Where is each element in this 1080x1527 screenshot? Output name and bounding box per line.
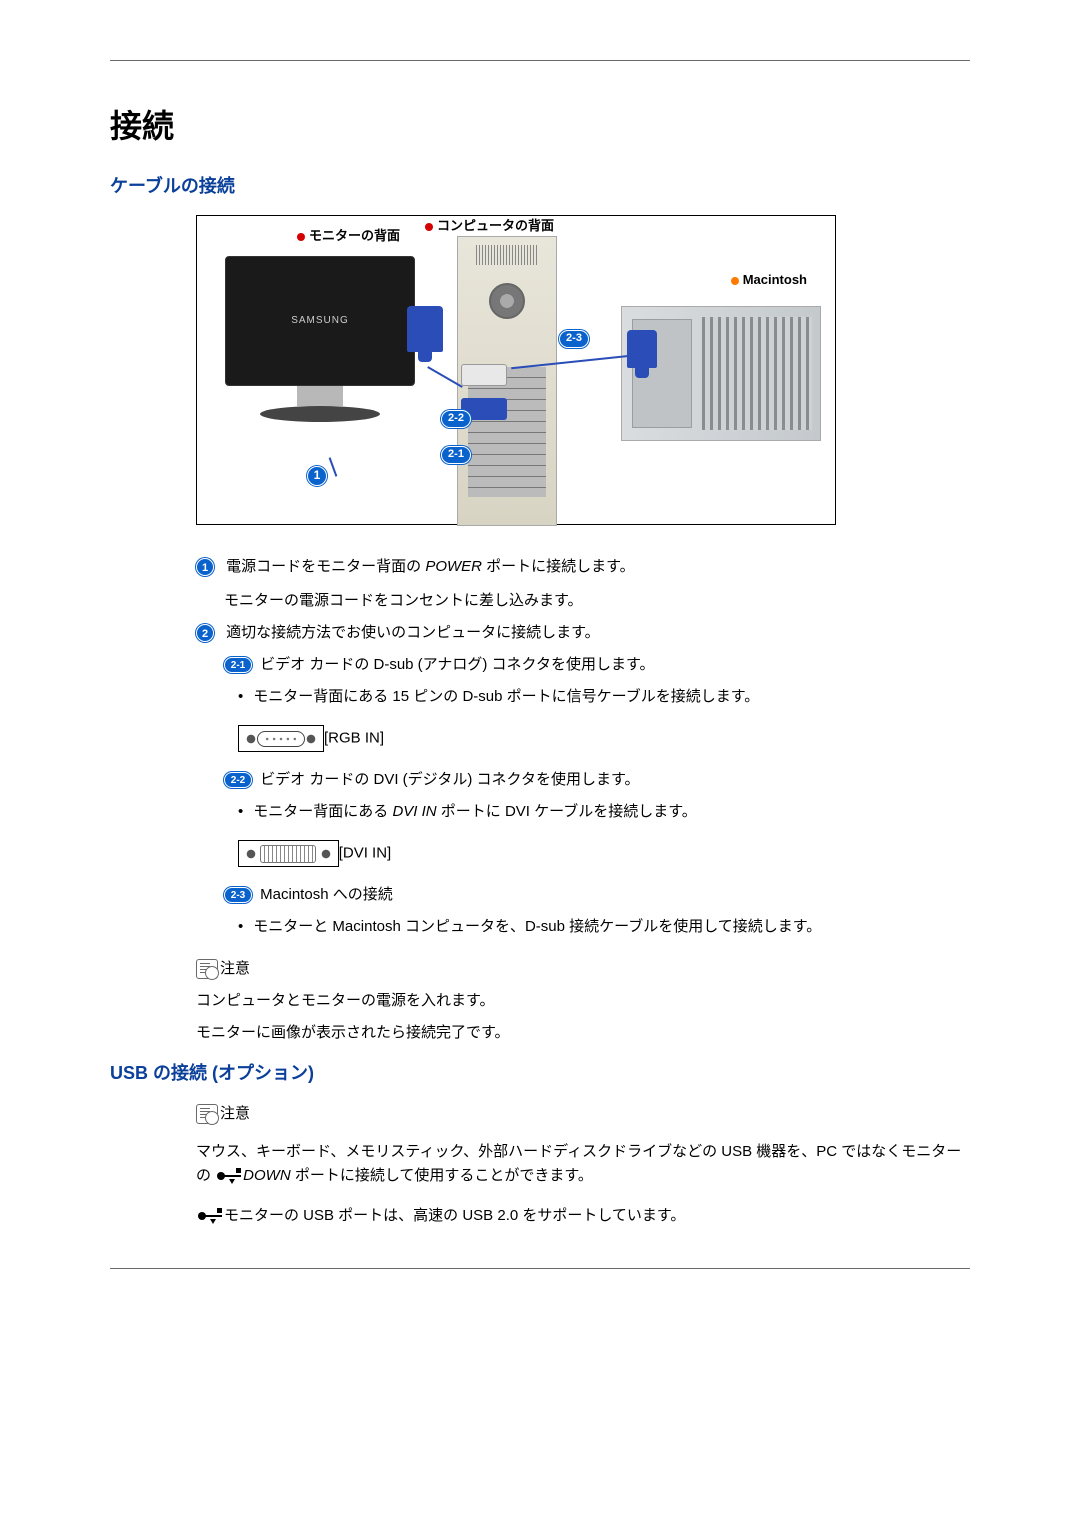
step-21: 2-1 ビデオ カードの D-sub (アナログ) コネクタを使用します。	[224, 653, 970, 677]
note-1-line1: コンピュータとモニターの電源を入れます。	[196, 989, 970, 1013]
monitor-illustration	[225, 256, 415, 451]
step-2-number: 2	[196, 624, 214, 642]
usb-icon	[198, 1209, 222, 1223]
step-1-text: 電源コードをモニター背面の POWER ポートに接続します。	[226, 558, 635, 575]
rgb-in-label: [RGB IN]	[324, 730, 384, 747]
step-2-text: 適切な接続方法でお使いのコンピュータに接続します。	[226, 624, 600, 641]
note-label: 注意	[220, 960, 250, 977]
step-23-text: Macintosh への接続	[260, 886, 393, 903]
step-23-bullet: • モニターと Macintosh コンピュータを、D-sub 接続ケーブルを使…	[238, 915, 970, 939]
section-cable-content: モニターの背面 コンピュータの背面 Macintosh 1	[196, 215, 970, 1045]
page-title: 接続	[110, 101, 970, 152]
section-usb-content: 注意 マウス、キーボード、メモリスティック、外部ハードディスクドライブなどの U…	[196, 1102, 970, 1228]
label-computer-rear: コンピュータの背面	[425, 216, 554, 237]
step-1: 1 電源コードをモニター背面の POWER ポートに接続します。 モニターの電源…	[196, 555, 970, 613]
step-22: 2-2 ビデオ カードの DVI (デジタル) コネクタを使用します。	[224, 768, 970, 792]
label-macintosh: Macintosh	[731, 270, 807, 291]
note-label: 注意	[220, 1105, 250, 1122]
mac-tower-illustration	[621, 306, 821, 441]
step-22-text: ビデオ カードの DVI (デジタル) コネクタを使用します。	[260, 771, 639, 788]
step-21-bullet: • モニター背面にある 15 ピンの D-sub ポートに信号ケーブルを接続しま…	[238, 685, 970, 709]
step-22-bullet: • モニター背面にある DVI IN ポートに DVI ケーブルを接続します。	[238, 800, 970, 824]
bottom-rule	[110, 1268, 970, 1269]
dvi-port-pc	[461, 364, 507, 386]
note-1-line2: モニターに画像が表示されたら接続完了です。	[196, 1021, 970, 1045]
rgb-in-port: [RGB IN]	[196, 717, 970, 760]
dvi-in-label: [DVI IN]	[339, 845, 392, 862]
connection-diagram: モニターの背面 コンピュータの背面 Macintosh 1	[196, 215, 836, 525]
step-23: 2-3 Macintosh への接続	[224, 883, 970, 907]
dvi-connector-left	[407, 306, 443, 352]
usb-paragraph-1: マウス、キーボード、メモリスティック、外部ハードディスクドライブなどの USB …	[196, 1140, 970, 1188]
section-usb-title: USB の接続 (オプション)	[110, 1059, 970, 1088]
diagram-marker-22: 2-2	[441, 410, 471, 428]
label-monitor-rear: モニターの背面	[297, 226, 400, 247]
step-21-text: ビデオ カードの D-sub (アナログ) コネクタを使用します。	[260, 656, 654, 673]
top-rule	[110, 60, 970, 61]
dvi-in-port: [DVI IN]	[196, 832, 970, 875]
usb-icon	[217, 1169, 241, 1183]
step-2: 2 適切な接続方法でお使いのコンピュータに接続します。 2-1 ビデオ カードの…	[196, 621, 970, 939]
diagram-marker-23: 2-3	[559, 330, 589, 348]
step-21-number: 2-1	[224, 657, 252, 673]
step-1-number: 1	[196, 558, 214, 576]
note-icon	[196, 1104, 218, 1124]
step-22-number: 2-2	[224, 772, 252, 788]
note-1: 注意	[196, 957, 970, 981]
diagram-marker-21: 2-1	[441, 446, 471, 464]
diagram-marker-1: 1	[307, 466, 327, 486]
usb-paragraph-2: モニターの USB ポートは、高速の USB 2.0 をサポートしています。	[196, 1204, 970, 1228]
note-icon	[196, 959, 218, 979]
dsub-connector-mac	[627, 330, 657, 368]
step-23-number: 2-3	[224, 887, 252, 903]
section-cable-title: ケーブルの接続	[110, 172, 970, 201]
note-2: 注意	[196, 1102, 970, 1126]
step-1-sub: モニターの電源コードをコンセントに差し込みます。	[224, 589, 970, 613]
